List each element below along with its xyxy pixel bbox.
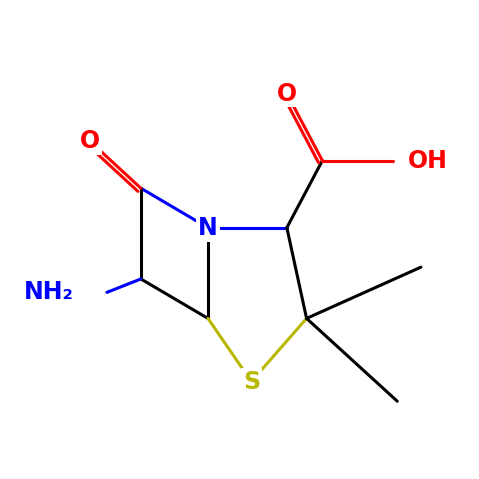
Text: OH: OH (408, 148, 447, 172)
Text: O: O (80, 129, 100, 153)
Text: N: N (198, 216, 218, 240)
Text: NH₂: NH₂ (24, 280, 74, 304)
Text: O: O (277, 81, 297, 105)
Text: S: S (243, 369, 260, 394)
